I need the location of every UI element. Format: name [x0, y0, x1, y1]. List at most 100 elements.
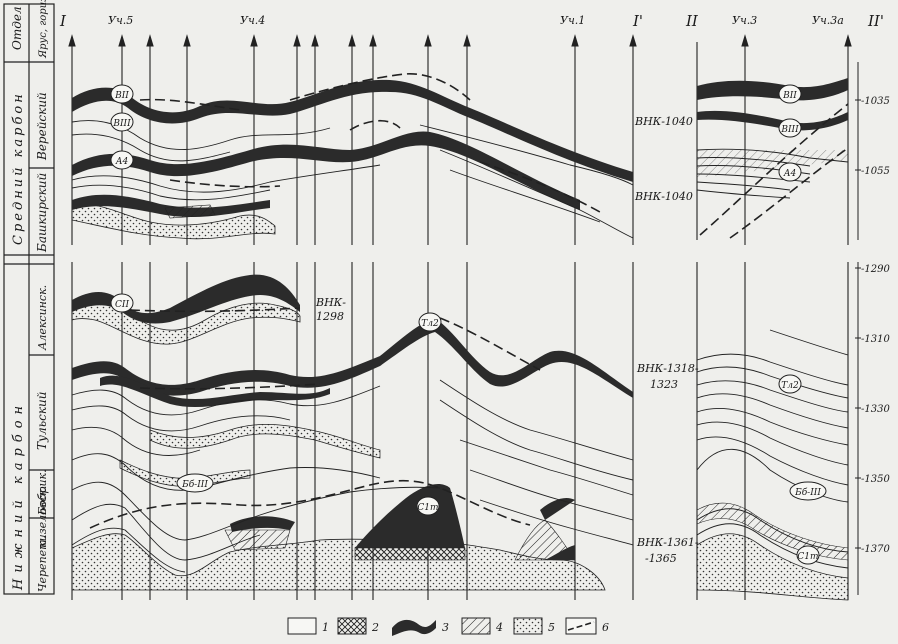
well-label-5: Уч.5	[108, 14, 133, 27]
well-label-3: Уч.3	[732, 14, 757, 27]
label-vereyskiy: Верейский	[35, 92, 49, 161]
well-arrow-icon	[293, 34, 301, 47]
section-I-left: I	[59, 12, 67, 30]
label-tulskiy: Тульский	[35, 392, 49, 450]
vnk-1318-b: 1323	[650, 378, 678, 391]
vnk-1361-b: -1365	[645, 552, 677, 565]
label-bobrik: Бобрик.	[36, 469, 49, 516]
horizon-marker-label: Бб-III	[181, 479, 208, 490]
horizon-marker-label: ВIII	[780, 125, 799, 135]
horizon-marker-label: ВIII	[112, 119, 131, 129]
layer-black-kizelovsk-lens	[230, 516, 295, 532]
layer-black-lower	[72, 194, 270, 218]
vnk-1361-a: ВНК-1361-	[636, 536, 699, 549]
legend-label-3: 3	[442, 621, 449, 634]
well-arrow-icon	[369, 34, 377, 47]
horizon-marker-circle	[110, 84, 134, 104]
legend-swatch-1	[287, 617, 317, 635]
layer-cross-kizelovsk	[354, 547, 466, 561]
layer-black-wedge	[545, 545, 575, 560]
legend-swatch-2	[337, 617, 367, 635]
label-aleksinsk: Алексинск.	[36, 285, 49, 351]
well-label-1: Уч.1	[560, 14, 585, 27]
layer-black-kizelovsk-dome	[355, 484, 465, 548]
layer-black-tulskiy-1	[72, 318, 633, 398]
vnk-labels: ВНК-1040 ВНК-1040 ВНК- 1298 ВНК-1318- 13…	[315, 115, 699, 565]
r-layer-black-vII	[697, 78, 848, 101]
legend-label-5: 5	[548, 621, 555, 634]
label-bashkirskiy: Башкирский	[35, 173, 49, 253]
section-II-right: II'	[867, 12, 884, 30]
depth-1330: -1330	[861, 404, 890, 415]
legend-label-4: 4	[495, 621, 503, 634]
well-arrow-icon	[571, 34, 579, 47]
legend-swatch-5	[513, 617, 543, 635]
layer-dotted-tulskiy	[149, 424, 381, 459]
r-layer-black-vIII	[697, 110, 848, 131]
horizon-marker-circle	[778, 118, 802, 138]
horizon-marker-circle	[416, 496, 440, 516]
horizon-marker-circle	[778, 374, 802, 394]
horizon-marker-circle	[110, 112, 134, 132]
well-arrow-icon	[146, 34, 154, 47]
horizon-marker-circle	[176, 473, 214, 493]
column-labels: Отдел Ярус, горизонт Средний карбон Нижн…	[10, 0, 49, 592]
header-otdel: Отдел	[10, 6, 24, 50]
well-arrow-icon	[424, 34, 432, 47]
section-titles: I I' II II' Уч.5 Уч.4 Уч.1 Уч.3 Уч.3а	[59, 12, 884, 30]
well-arrow-icon	[844, 34, 852, 47]
depth-1290: -1290	[861, 264, 890, 275]
vnk-1318-a: ВНК-1318-	[636, 362, 699, 375]
legend-label-2: 2	[371, 621, 379, 634]
depth-1350: -1350	[861, 474, 890, 485]
strat-columns	[3, 3, 55, 595]
header-yarus: Ярус, горизонт	[38, 0, 49, 59]
upper-vnk-dashes	[139, 73, 601, 213]
well-arrow-icon	[250, 34, 258, 47]
upper-thin-lines	[71, 120, 634, 239]
horizon-marker-circle	[778, 162, 802, 182]
vnk-1040-a: ВНК-1040	[634, 115, 693, 128]
horizon-marker-circle	[796, 545, 820, 565]
layer-dotted-bobrik	[119, 459, 251, 487]
horizon-marker-label: СII	[115, 300, 129, 310]
layer-black-vII	[72, 79, 633, 182]
well-arrow-icon	[68, 34, 76, 47]
depth-1055: -1055	[861, 166, 890, 177]
vnk-1298-b: 1298	[316, 310, 344, 323]
horizon-markers: ВII ВIII А4 ВII ВIII А4 СII Тл2 Бб-III С1т Тл2 Бб-I…	[110, 84, 827, 565]
horizon-marker-label: ВII	[782, 91, 797, 101]
section-II-left: II	[685, 12, 699, 30]
legend-swatch-4	[461, 617, 491, 635]
upper-section-I	[71, 73, 634, 240]
depth-1035: -1035	[861, 96, 890, 107]
well-arrow-icon	[118, 34, 126, 47]
layer-black-tulskiy-2	[100, 375, 330, 408]
label-kizelovsk: кизеловск.	[36, 486, 49, 548]
depth-scale: -1035 -1055 -1290 -1310 -1330 -1350 -137…	[855, 62, 890, 595]
section-II	[696, 78, 849, 601]
hatch-lens-upper	[164, 204, 216, 219]
well-label-3a: Уч.3а	[812, 14, 844, 27]
legend-label-6: 6	[602, 621, 609, 634]
well-arrow-icon	[311, 34, 319, 47]
well-arrow-icon	[741, 34, 749, 47]
horizon-marker-label: Тл2	[781, 381, 799, 391]
layer-hatch-lens-a	[224, 529, 291, 551]
well-arrow-icon	[183, 34, 191, 47]
vnk-1298-a: ВНК-	[315, 296, 346, 309]
horizon-marker-label: Тл2	[421, 319, 439, 329]
r-hatch-upper	[697, 150, 848, 178]
label-nizhniy-karbon: Нижний карбон	[11, 400, 26, 591]
legend-swatch-3	[392, 619, 436, 636]
horizon-marker-circle	[418, 312, 442, 332]
horizon-marker-circle	[778, 84, 802, 104]
label-cherepet: Черепет.	[36, 536, 49, 592]
layer-black-aleksinsk	[72, 274, 300, 324]
horizon-marker-label: А4	[783, 169, 797, 179]
well-label-4: Уч.4	[240, 14, 265, 27]
well-arrow-icon	[629, 34, 637, 47]
r-vnk-dashes	[699, 103, 849, 239]
